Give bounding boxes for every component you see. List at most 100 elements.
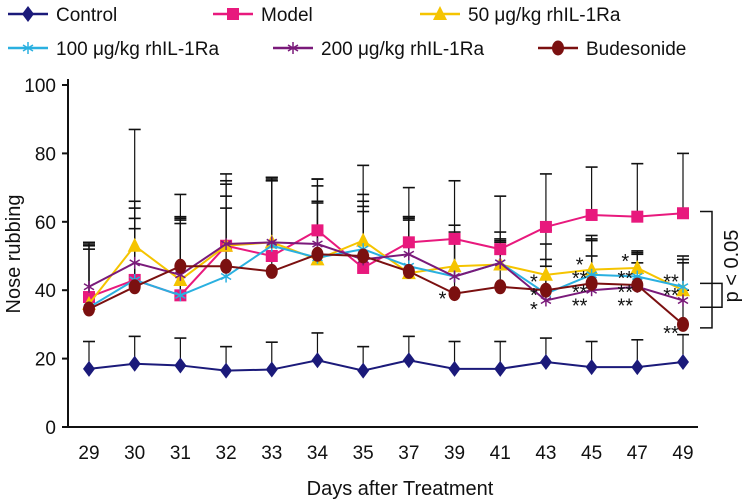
y-tick-label: 80 bbox=[35, 144, 56, 165]
data-point bbox=[174, 289, 186, 302]
asterisk-stroke bbox=[129, 259, 141, 267]
asterisk-stroke bbox=[586, 271, 598, 279]
x-tick-label: 37 bbox=[398, 443, 419, 464]
data-point bbox=[402, 236, 415, 249]
data-point bbox=[630, 259, 645, 274]
x-tick-label: 30 bbox=[124, 443, 145, 464]
legend-marker bbox=[287, 42, 299, 54]
data-point bbox=[83, 280, 95, 293]
bracket-treatment bbox=[700, 282, 723, 309]
data-point bbox=[585, 208, 598, 221]
data-point bbox=[220, 258, 233, 274]
data-point bbox=[266, 236, 278, 249]
data-point bbox=[677, 316, 689, 332]
series-line bbox=[88, 253, 684, 326]
data-point bbox=[311, 246, 324, 262]
data-point bbox=[403, 248, 415, 261]
significance-star: ** bbox=[572, 295, 588, 317]
data-point bbox=[357, 261, 370, 274]
y-tick-label: 40 bbox=[35, 281, 56, 302]
data-point bbox=[265, 361, 278, 378]
bracket-line bbox=[700, 210, 713, 329]
series-line-4 bbox=[83, 236, 689, 307]
legend-label: Budesonide bbox=[586, 39, 686, 60]
asterisk-stroke bbox=[403, 250, 415, 258]
data-point bbox=[539, 354, 552, 371]
significance-star: ** bbox=[618, 282, 634, 304]
legend-label: Model bbox=[261, 5, 313, 26]
series-line bbox=[88, 359, 684, 372]
significance-star: ** bbox=[663, 272, 679, 294]
data-point bbox=[448, 232, 461, 245]
y-axis-title: Nose rubbing bbox=[3, 195, 25, 314]
bracket-model bbox=[700, 210, 713, 329]
data-point bbox=[677, 207, 689, 220]
significance-star: * bbox=[576, 254, 584, 276]
data-point bbox=[494, 256, 506, 269]
legend: Control Model 50 μg/kg rhIL-1Ra 100 μg/kg r… bbox=[8, 5, 686, 60]
legend-label: Control bbox=[56, 5, 117, 26]
significance-star: * bbox=[530, 272, 538, 294]
significance-star: * bbox=[621, 251, 629, 273]
series-5 bbox=[83, 178, 689, 325]
data-point bbox=[631, 359, 644, 376]
asterisk-stroke bbox=[677, 283, 689, 291]
series-3 bbox=[83, 176, 689, 308]
data-point bbox=[585, 359, 598, 376]
data-point bbox=[265, 263, 278, 279]
data-point bbox=[174, 258, 187, 274]
legend-entry: Budesonide bbox=[538, 39, 686, 60]
data-point bbox=[631, 277, 644, 293]
data-point bbox=[220, 238, 232, 251]
series-line bbox=[88, 212, 684, 298]
x-tick-label: 41 bbox=[490, 443, 511, 464]
data-point bbox=[677, 280, 689, 293]
data-point bbox=[174, 357, 187, 374]
series-line-5 bbox=[83, 246, 689, 332]
series-4 bbox=[83, 179, 689, 301]
axes: 0 20 40 60 80 100 29 30 31 32 33 34 35 37 39 41 43 45 47 49 bbox=[24, 76, 698, 464]
significance-star: * bbox=[530, 299, 538, 321]
asterisk-stroke bbox=[677, 296, 689, 305]
significance-star: ** bbox=[663, 285, 679, 307]
data-point bbox=[402, 352, 415, 369]
data-point bbox=[357, 248, 370, 264]
asterisk-stroke bbox=[22, 44, 34, 52]
series-1 bbox=[83, 128, 689, 298]
asterisk-stroke bbox=[174, 291, 186, 299]
significance-label: p < 0.05 bbox=[721, 230, 743, 303]
legend-entry: 50 μg/kg rhIL-1Ra bbox=[420, 5, 621, 26]
asterisk-stroke bbox=[540, 296, 552, 305]
series-line-0 bbox=[83, 352, 689, 379]
x-tick-label: 39 bbox=[444, 443, 465, 464]
asterisk-stroke bbox=[287, 44, 299, 52]
data-point bbox=[83, 301, 95, 317]
asterisk-stroke bbox=[266, 238, 278, 246]
legend-entry: Control bbox=[8, 5, 117, 26]
bracket-line bbox=[700, 282, 723, 309]
data-point bbox=[128, 355, 141, 372]
data-point bbox=[494, 360, 507, 377]
x-tick-label: 31 bbox=[170, 443, 191, 464]
legend-marker bbox=[552, 40, 564, 56]
data-point bbox=[494, 279, 507, 295]
annotations: ************************ bbox=[439, 210, 723, 345]
data-point bbox=[448, 286, 461, 302]
y-tick-label: 20 bbox=[35, 350, 56, 371]
legend-marker bbox=[227, 8, 239, 20]
data-point bbox=[677, 294, 689, 307]
data-point bbox=[585, 275, 598, 291]
data-point bbox=[631, 210, 644, 223]
data-point bbox=[129, 256, 141, 269]
legend-label: 50 μg/kg rhIL-1Ra bbox=[468, 5, 621, 26]
asterisk-stroke bbox=[174, 271, 186, 279]
legend-marker bbox=[22, 6, 34, 22]
asterisk-stroke bbox=[494, 259, 506, 267]
legend-label: 200 μg/kg rhIL-1Ra bbox=[321, 39, 484, 60]
data-point bbox=[539, 282, 552, 298]
data-point bbox=[448, 360, 461, 377]
legend-label: 100 μg/kg rhIL-1Ra bbox=[56, 39, 219, 60]
significance-star: ** bbox=[572, 282, 588, 304]
legend-entry: Model bbox=[213, 5, 313, 26]
